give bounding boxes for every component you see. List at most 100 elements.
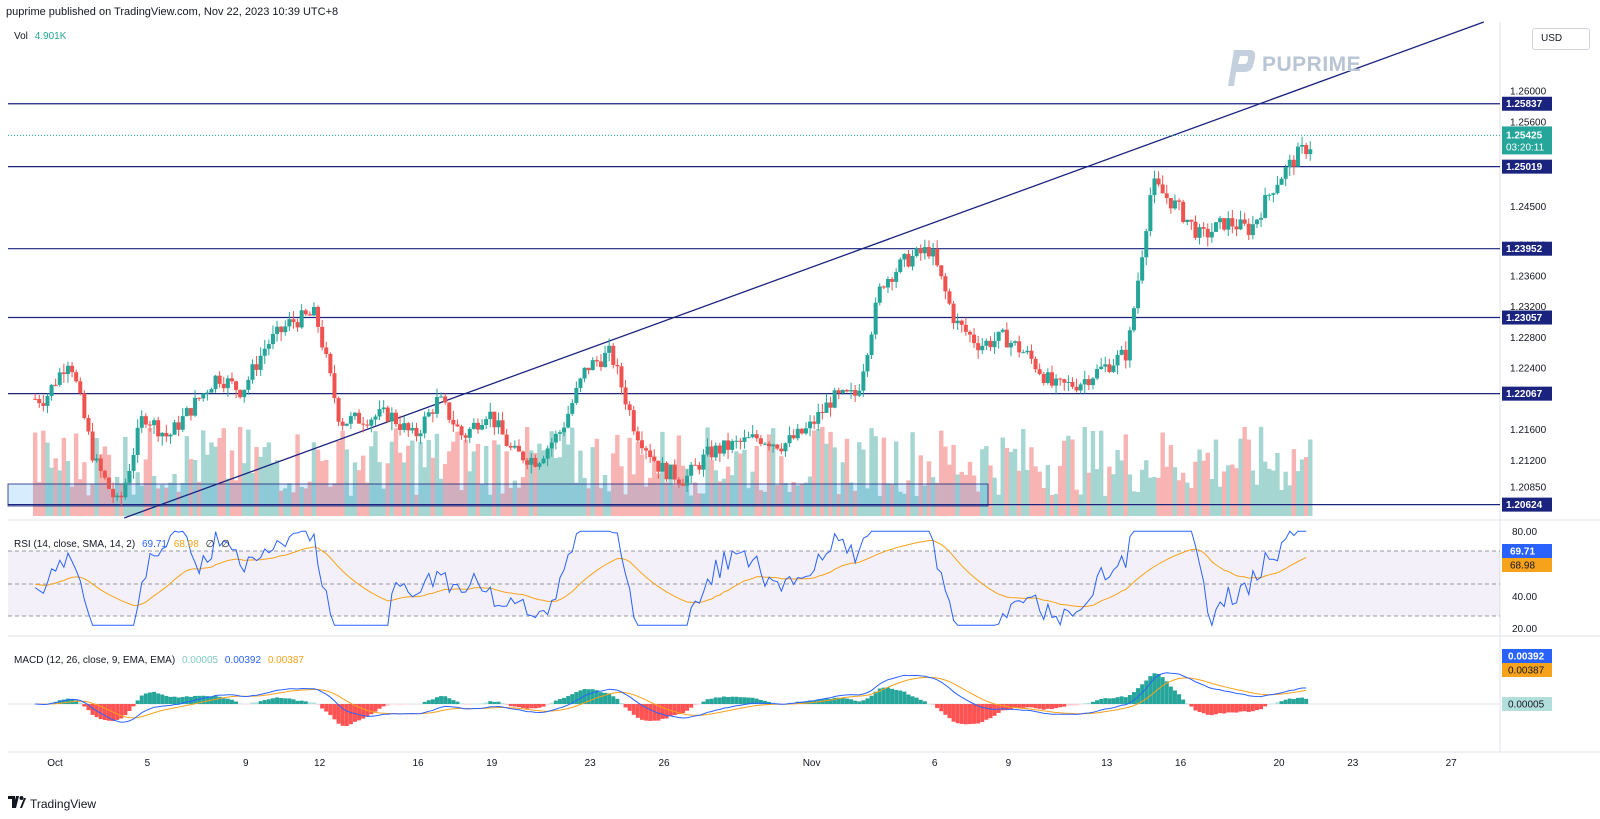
candle-body	[139, 416, 144, 428]
macd-histogram-bar	[1172, 690, 1177, 704]
candle-body	[635, 431, 640, 441]
level-price-label: 1.25019	[1506, 162, 1543, 173]
volume-bar	[1308, 439, 1313, 516]
macd-histogram-bar	[447, 698, 452, 704]
macd-histogram-bar	[549, 702, 554, 704]
candle-body	[525, 460, 530, 465]
rsi-band-fill	[8, 551, 1500, 616]
macd-histogram-bar	[713, 697, 718, 704]
volume-bar	[1234, 468, 1239, 516]
macd-histogram-bar	[373, 704, 378, 712]
candle-body	[152, 420, 157, 426]
macd-histogram-bar	[972, 704, 977, 724]
volume-bar	[1086, 472, 1092, 516]
macd-histogram-bar	[291, 699, 296, 704]
volume-bar	[1238, 438, 1243, 516]
macd-histogram-bar	[344, 704, 349, 727]
volume-bar	[520, 477, 526, 516]
volume-bar	[1045, 465, 1051, 516]
macd-histogram-bar	[680, 704, 685, 714]
volume-bar	[1090, 430, 1096, 516]
price-tick-label: 1.24500	[1510, 202, 1547, 213]
macd-histogram-bar	[98, 704, 103, 719]
volume-bar	[73, 433, 79, 516]
macd-histogram-bar	[648, 704, 653, 721]
candle-body	[443, 396, 448, 403]
volume-bar	[1025, 469, 1030, 516]
volume-bar	[377, 462, 382, 516]
volume-bar	[967, 461, 973, 516]
volume-bar	[1070, 439, 1075, 516]
volume-bar	[1098, 430, 1104, 516]
macd-histogram-bar	[1095, 700, 1100, 704]
candle-body	[70, 365, 75, 373]
macd-histogram-bar	[480, 703, 485, 704]
macd-histogram-bar	[357, 704, 362, 721]
volume-bar	[1029, 447, 1034, 516]
candle-body	[172, 422, 177, 435]
candle-body	[1230, 218, 1235, 227]
macd-histogram-bar	[652, 704, 657, 721]
candle-body	[303, 310, 308, 315]
candle-body	[521, 451, 526, 461]
macd-histogram-bar	[1259, 704, 1264, 710]
price-tick-label: 1.26000	[1510, 87, 1547, 98]
volume-bar	[1164, 466, 1169, 516]
volume-bar	[590, 447, 595, 516]
candle-body	[467, 428, 472, 438]
candle-body	[1000, 329, 1005, 332]
volume-bar	[455, 431, 460, 516]
volume-legend: Vol 4.901K	[14, 31, 70, 42]
candle-body	[451, 419, 456, 425]
currency-button[interactable]: USD	[1532, 28, 1590, 50]
candle-body	[537, 463, 542, 467]
volume-bar	[123, 436, 128, 516]
macd-histogram-bar	[336, 704, 341, 724]
macd-histogram-bar	[324, 704, 329, 712]
macd-histogram-bar	[352, 704, 357, 722]
volume-bar	[1230, 464, 1235, 516]
candle-body	[820, 411, 825, 413]
candle-body	[1226, 218, 1231, 230]
candle-body	[410, 427, 415, 431]
macd-histogram-bar	[1189, 704, 1194, 707]
candle-body	[996, 331, 1001, 341]
candle-body	[935, 248, 940, 266]
macd-histogram-bar	[1119, 696, 1124, 704]
candle-body	[1185, 219, 1190, 223]
candle-body	[750, 434, 755, 438]
macd-histogram-bar	[303, 701, 308, 704]
volume-bar	[209, 442, 214, 516]
candle-body	[426, 412, 431, 417]
candle-body	[316, 306, 321, 327]
candle-body	[184, 408, 189, 417]
volume-bar	[959, 471, 964, 516]
macd-histogram-bar	[537, 704, 542, 708]
volume-bar	[155, 488, 161, 516]
macd-histogram-bar	[455, 701, 460, 704]
macd-histogram-bar	[119, 704, 124, 719]
volume-bar	[369, 446, 374, 516]
volume-bar	[463, 439, 468, 516]
volume-bar	[1062, 440, 1067, 516]
volume-bar	[254, 446, 259, 516]
volume-bar	[266, 442, 272, 516]
volume-bar	[545, 455, 550, 516]
signal-value-tag	[1502, 663, 1552, 677]
volume-bar	[885, 483, 891, 516]
volume-bar	[1267, 468, 1272, 516]
volume-bar	[1004, 447, 1010, 516]
volume-bar	[94, 438, 99, 516]
volume-bar	[656, 473, 661, 516]
tradingview-brand[interactable]: TradingView	[8, 796, 96, 811]
candle-body	[33, 398, 38, 400]
volume-bar	[492, 440, 497, 516]
candle-body	[574, 387, 579, 403]
candle-body	[320, 326, 325, 348]
volume-bar	[1008, 452, 1014, 516]
volume-bar	[176, 491, 181, 516]
candle-body	[910, 255, 915, 267]
macd-histogram-bar	[1111, 698, 1116, 704]
level-price-label: 1.23057	[1506, 313, 1543, 324]
